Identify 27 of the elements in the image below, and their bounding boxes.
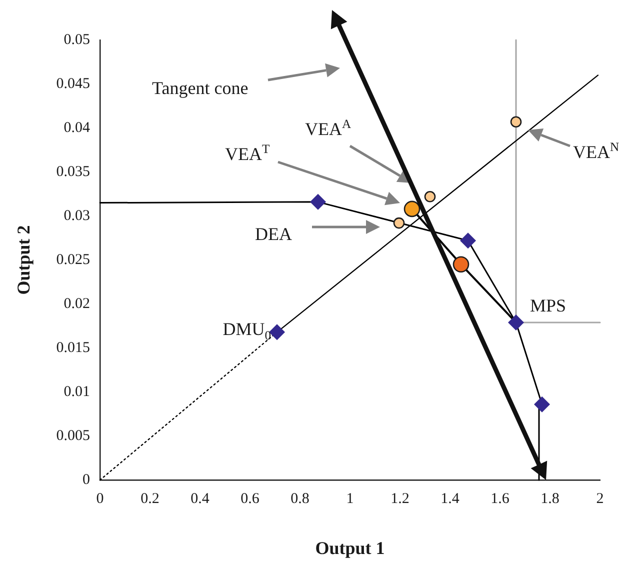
y-tick-label: 0.05 [64,32,90,48]
x-tick-label: 1.8 [540,490,560,507]
x-tick-label: 0 [96,490,104,507]
annotation: DEA [255,224,292,244]
x-tick-label: 2 [596,490,604,507]
y-axis-title: Output 2 [13,225,34,295]
y-tick-label: 0.005 [56,428,90,444]
x-tick-label: 1.2 [390,490,410,507]
x-axis-title: Output 1 [315,538,385,558]
y-tick-label: 0 [82,472,90,488]
x-tick-label: 1 [346,490,354,507]
annotation: MPS [530,295,566,316]
y-tick-label: 0.015 [56,340,90,356]
y-tick-label: 0.035 [56,164,90,180]
y-tick-label: 0.01 [64,384,90,400]
y-tick-label: 0.025 [56,252,90,268]
y-tick-label: 0.045 [56,76,90,92]
y-tick-label: 0.02 [64,296,90,312]
x-tick-label: 0.6 [240,490,260,507]
x-tick-label: 0.4 [190,490,210,507]
x-tick-label: 1.4 [440,490,460,507]
y-tick-label: 0.04 [64,120,90,136]
x-tick-label: 1.6 [490,490,510,507]
y-tick-label: 0.03 [64,208,90,224]
x-tick-label: 0.8 [290,490,310,507]
x-tick-label: 0.2 [140,490,160,507]
annotation: Tangent cone [152,78,248,98]
